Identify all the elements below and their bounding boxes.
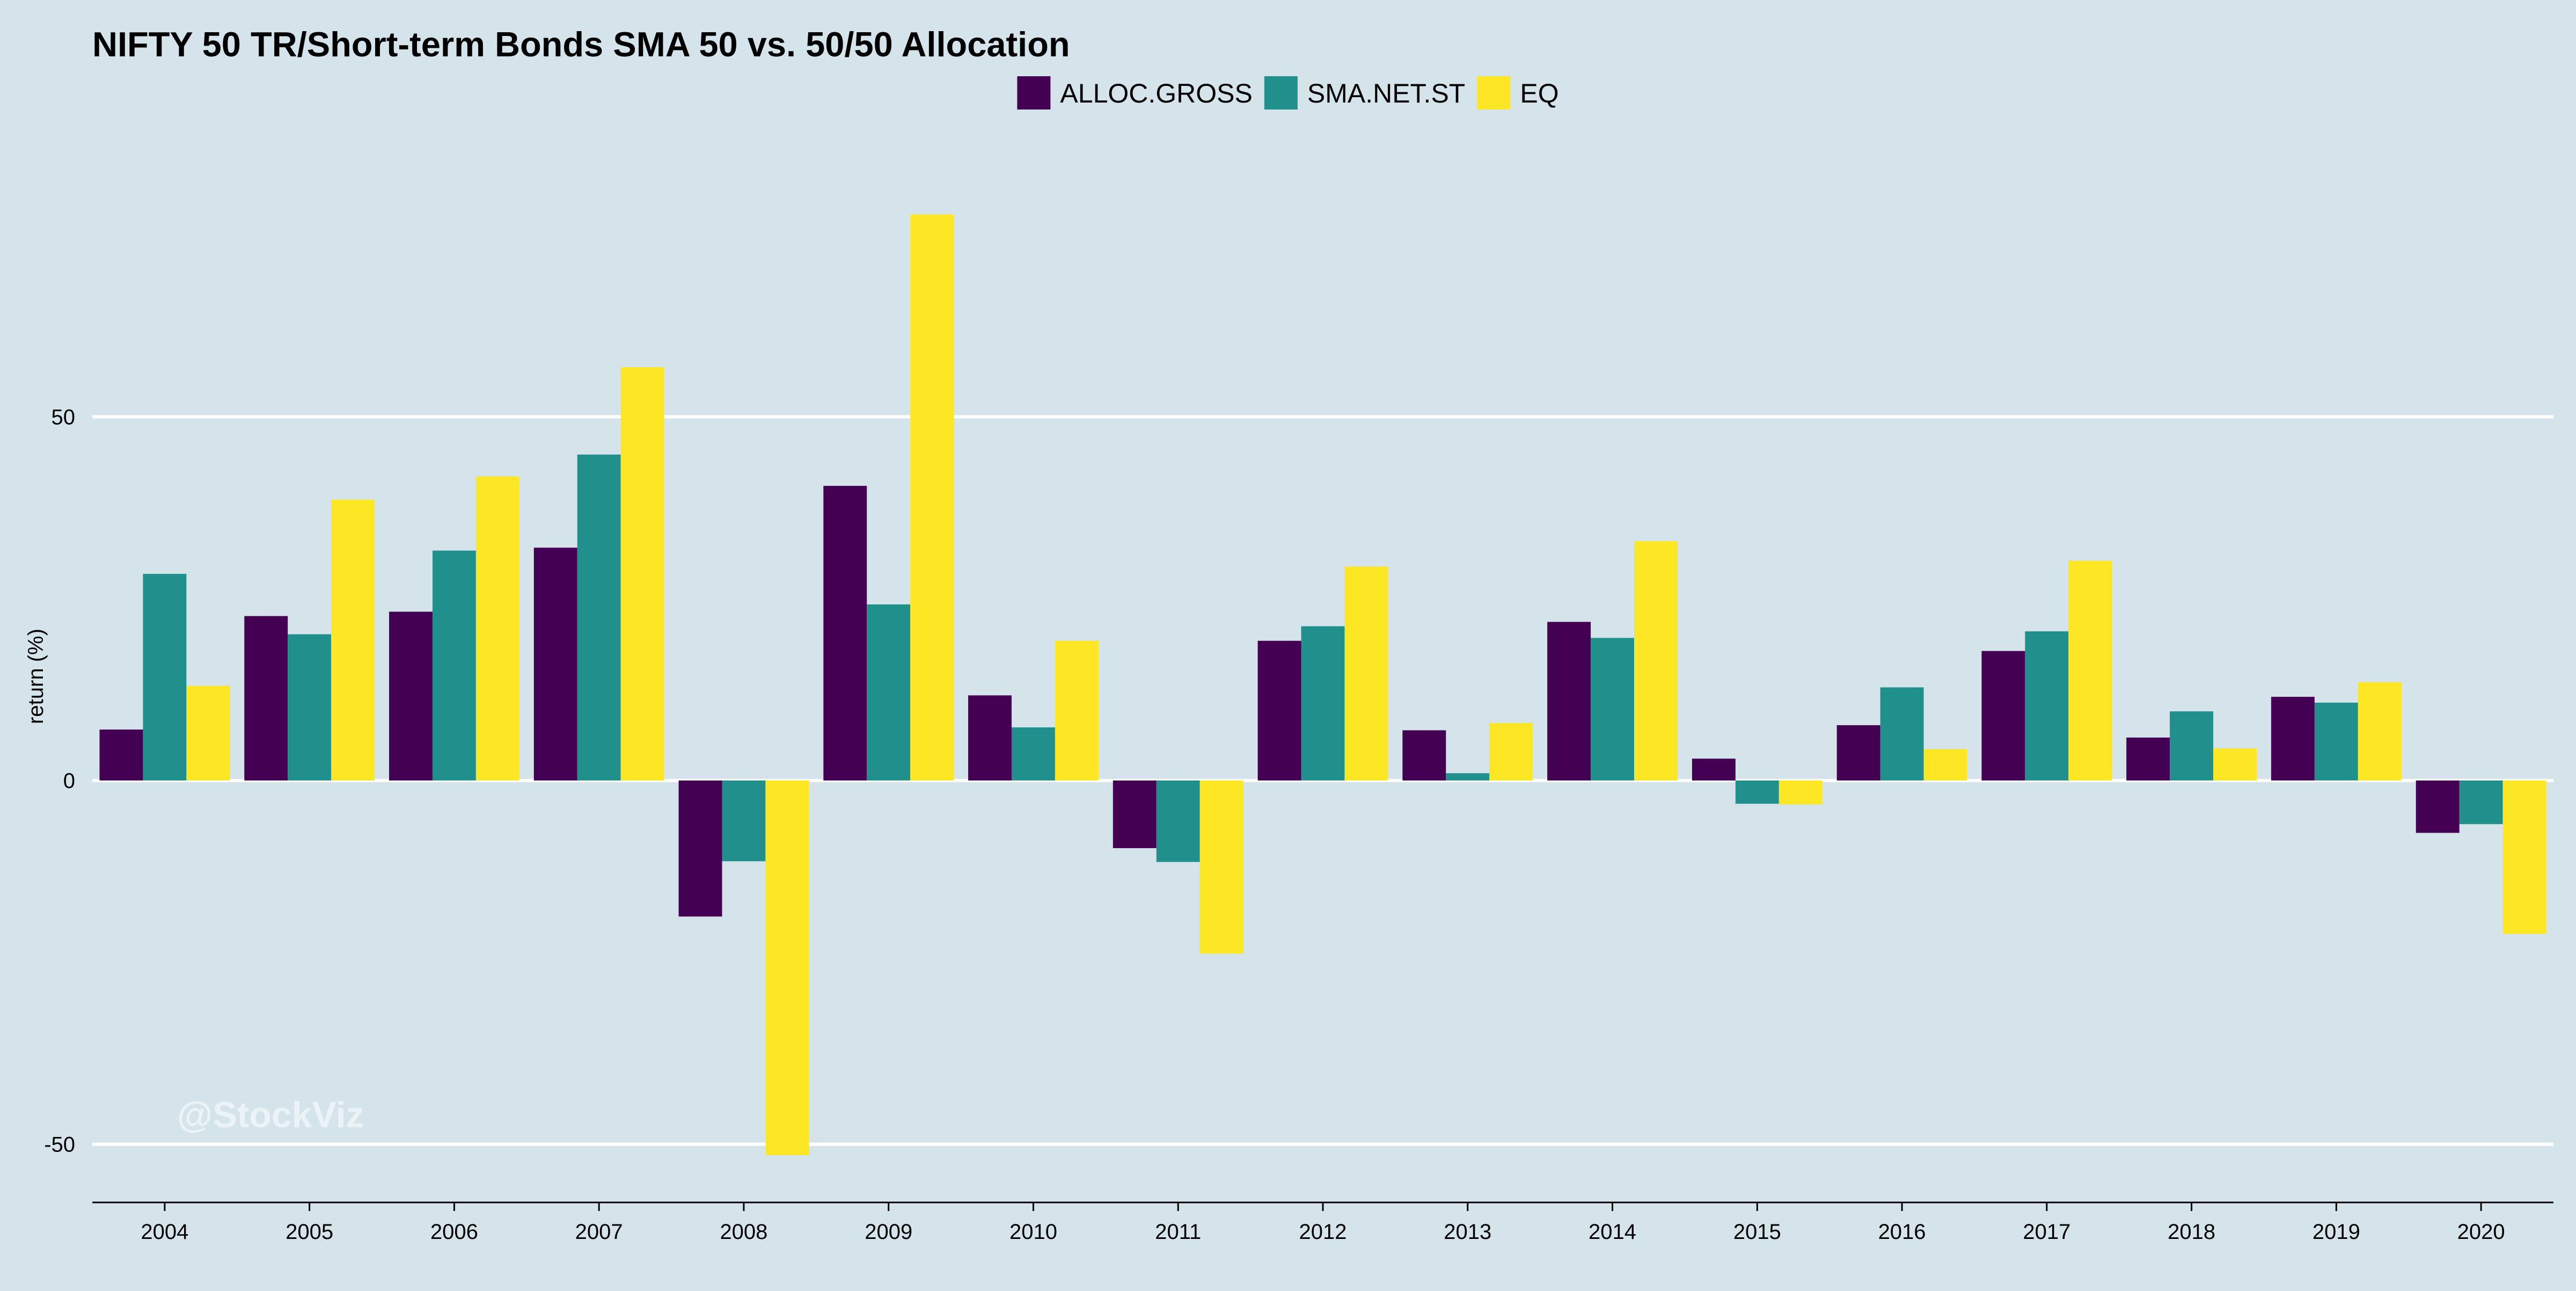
x-tick-label: 2004 [141,1220,188,1244]
bar-eq-2009 [910,214,954,781]
bar-sma-net-st-2015 [1735,780,1779,804]
legend-label: SMA.NET.ST [1307,78,1465,108]
bar-eq-2014 [1634,541,1678,781]
x-tick-label: 2005 [286,1220,333,1244]
bar-sma-net-st-2020 [2459,780,2503,825]
bar-eq-2015 [1779,780,1823,805]
x-tick-label: 2016 [1878,1220,1926,1244]
legend-label: ALLOC.GROSS [1060,78,1252,108]
bar-eq-2008 [765,780,809,1155]
bar-alloc-gross-2017 [1981,651,2025,781]
x-tick-label: 2017 [2023,1220,2070,1244]
bar-alloc-gross-2005 [244,616,288,781]
x-tick-label: 2011 [1155,1220,1201,1244]
bar-sma-net-st-2014 [1591,638,1634,781]
x-tick-label: 2020 [2457,1220,2505,1244]
bar-sma-net-st-2009 [867,604,911,781]
x-tick-label: 2012 [1299,1220,1347,1244]
y-axis-label: return (%) [24,629,48,724]
x-tick-label: 2019 [2312,1220,2360,1244]
x-tick-label: 2018 [2168,1220,2215,1244]
bar-sma-net-st-2004 [143,574,187,781]
bar-eq-2018 [2213,748,2257,781]
legend-label: EQ [1520,78,1558,108]
bar-alloc-gross-2010 [968,695,1012,781]
bar-eq-2020 [2502,780,2546,934]
legend-swatch [1017,76,1051,110]
bars [99,214,2546,1155]
chart-title: NIFTY 50 TR/Short-term Bonds SMA 50 vs. … [92,25,1070,64]
y-tick-label: -50 [44,1133,75,1157]
bar-eq-2019 [2358,682,2402,781]
bar-eq-2012 [1344,566,1388,781]
bar-alloc-gross-2008 [678,780,722,917]
bar-sma-net-st-2011 [1156,780,1200,862]
bar-alloc-gross-2018 [2126,737,2170,781]
bar-eq-2004 [186,685,230,781]
x-tick-label: 2006 [430,1220,478,1244]
bar-sma-net-st-2013 [1446,773,1490,781]
bar-alloc-gross-2006 [389,611,433,781]
bar-alloc-gross-2020 [2416,780,2460,833]
x-tick-label: 2008 [720,1220,767,1244]
bar-sma-net-st-2005 [288,634,332,781]
bar-eq-2007 [620,367,664,781]
bar-sma-net-st-2018 [2170,711,2214,781]
bar-eq-2010 [1055,640,1099,781]
legend: ALLOC.GROSS SMA.NET.ST EQ [1017,76,1559,110]
x-tick-label: 2009 [865,1220,912,1244]
x-tick-label: 2014 [1589,1220,1636,1244]
bar-eq-2005 [331,499,375,781]
bar-eq-2013 [1489,723,1533,781]
y-tick-label: 50 [52,405,76,429]
bar-alloc-gross-2014 [1547,622,1591,781]
x-tick-label: 2010 [1009,1220,1057,1244]
bar-sma-net-st-2016 [1880,687,1924,781]
bar-sma-net-st-2012 [1301,626,1345,781]
bar-eq-2006 [475,476,519,781]
bar-eq-2017 [2068,560,2112,781]
x-tick-label: 2007 [575,1220,623,1244]
bar-sma-net-st-2017 [2025,631,2069,781]
bar-sma-net-st-2010 [1012,727,1055,781]
bar-alloc-gross-2012 [1257,640,1301,781]
bar-alloc-gross-2009 [823,486,867,781]
bar-eq-2016 [1923,749,1967,781]
bar-sma-net-st-2008 [722,780,766,862]
bar-alloc-gross-2007 [533,548,577,781]
bar-alloc-gross-2011 [1113,780,1157,848]
watermark: @StockViz [177,1095,364,1135]
bar-alloc-gross-2013 [1402,730,1446,781]
x-axis: 2004 2005 2006 2007 2008 2009 2010 2011 2012 2013… [141,1202,2505,1244]
bar-alloc-gross-2016 [1836,725,1880,781]
legend-swatch [1264,76,1298,110]
bar-alloc-gross-2019 [2271,697,2315,781]
bar-alloc-gross-2004 [99,730,143,781]
legend-swatch [1477,76,1511,110]
y-tick-label: 0 [63,769,75,793]
x-tick-label: 2015 [1733,1220,1781,1244]
bar-sma-net-st-2007 [577,454,621,781]
bar-alloc-gross-2015 [1692,758,1736,781]
bar-eq-2011 [1199,780,1243,954]
bar-sma-net-st-2006 [432,550,476,781]
bar-sma-net-st-2019 [2314,702,2358,781]
x-tick-label: 2013 [1444,1220,1491,1244]
y-axis: -50 0 50 [44,405,75,1156]
